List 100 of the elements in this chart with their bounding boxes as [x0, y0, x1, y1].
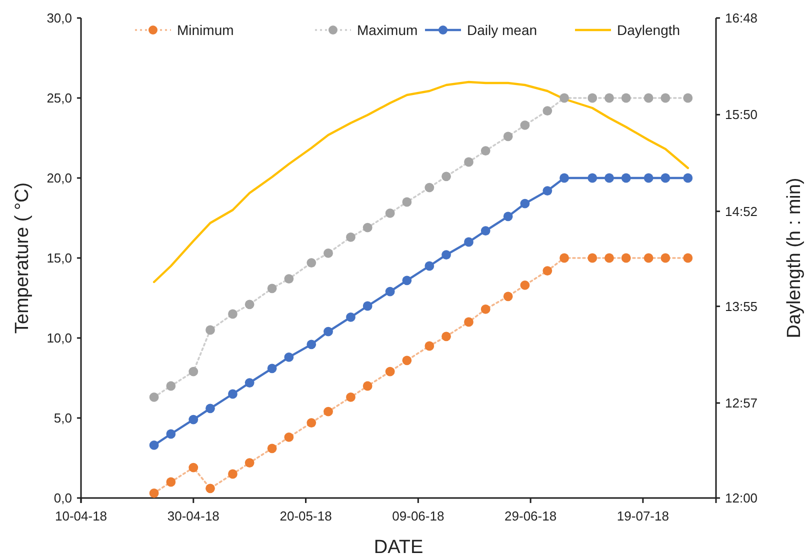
- point: [267, 284, 277, 294]
- x-axis-title: DATE: [374, 537, 424, 556]
- point: [424, 261, 434, 271]
- y-tick-label: 0,0: [54, 490, 72, 506]
- x-tick-label: 30-04-18: [167, 508, 220, 524]
- point: [267, 364, 277, 374]
- point: [480, 226, 490, 236]
- point: [604, 93, 614, 103]
- y2-tick-label: 12:57: [725, 396, 758, 410]
- point: [166, 477, 176, 487]
- point: [683, 93, 693, 103]
- line-series: [152, 80, 690, 284]
- y-tick-label: 5,0: [54, 410, 72, 426]
- point: [206, 484, 215, 494]
- x-tick-label: 19-07-18: [616, 508, 669, 524]
- point: [683, 173, 693, 183]
- point: [188, 462, 198, 472]
- point: [520, 280, 530, 290]
- point: [149, 488, 159, 498]
- point: [442, 172, 451, 182]
- point: [621, 173, 631, 183]
- point: [228, 469, 238, 479]
- point: [206, 325, 215, 335]
- point: [660, 173, 670, 183]
- point: [503, 292, 513, 302]
- point: [621, 93, 631, 103]
- point: [324, 406, 333, 416]
- point: [464, 157, 474, 167]
- point: [346, 392, 356, 402]
- point: [480, 304, 490, 314]
- point: [464, 317, 474, 327]
- point: [244, 458, 254, 468]
- point: [385, 286, 395, 296]
- y2-axis-title: Daylength (h : min): [784, 178, 805, 338]
- y2-tick-label: 14:52: [725, 204, 758, 219]
- point: [284, 432, 294, 442]
- point: [542, 186, 552, 196]
- y-tick-label: 25,0: [46, 90, 72, 106]
- point: [267, 444, 277, 454]
- point: [284, 352, 294, 362]
- point: [621, 253, 631, 263]
- point: [362, 222, 372, 232]
- point: [385, 208, 395, 218]
- point: [520, 120, 530, 130]
- point: [188, 414, 198, 424]
- point: [166, 429, 176, 439]
- point: [244, 378, 254, 388]
- point: [560, 253, 569, 263]
- point: [188, 366, 198, 376]
- point: [346, 232, 356, 242]
- point: [362, 301, 372, 311]
- point: [464, 237, 474, 247]
- point: [660, 253, 670, 263]
- point: [503, 132, 513, 142]
- point: [402, 276, 412, 286]
- point: [644, 173, 654, 183]
- y-axis-title: Temperature ( °C): [12, 182, 33, 334]
- point: [306, 340, 316, 350]
- point: [683, 253, 693, 263]
- point: [346, 312, 356, 322]
- y2-tick-label: 16:48: [725, 10, 758, 26]
- y-tick-label: 15,0: [46, 250, 72, 266]
- point: [402, 197, 412, 207]
- point: [424, 182, 434, 192]
- y-tick-label: 20,0: [46, 170, 72, 186]
- y-tick-label: 10,0: [46, 330, 72, 346]
- point: [588, 253, 598, 263]
- x-tick-label: 20-05-18: [280, 508, 332, 524]
- point: [424, 341, 434, 351]
- legend-label: Maximum: [357, 22, 418, 38]
- point: [244, 300, 254, 310]
- point: [660, 93, 670, 103]
- point: [166, 381, 176, 391]
- legend-label: Minimum: [177, 22, 234, 38]
- point: [284, 274, 294, 284]
- point: [324, 248, 333, 258]
- point: [206, 404, 215, 414]
- point: [442, 332, 451, 342]
- point: [442, 250, 451, 260]
- point: [503, 212, 513, 222]
- point: [604, 253, 614, 263]
- x-tick-label: 09-06-18: [392, 508, 444, 524]
- point: [644, 253, 654, 263]
- x-tick-label: 10-04-18: [54, 508, 108, 524]
- point: [324, 326, 333, 336]
- point: [588, 173, 598, 183]
- legend-label: Daily mean: [467, 22, 538, 38]
- point: [306, 418, 316, 428]
- y-tick-label: 30,0: [46, 10, 72, 26]
- point: [228, 389, 238, 399]
- point: [604, 173, 614, 183]
- point: [306, 258, 316, 268]
- y2-tick-label: 12:00: [725, 490, 758, 506]
- point: [228, 309, 238, 319]
- point: [149, 440, 159, 450]
- point: [149, 392, 159, 402]
- y2-tick-label: 15:50: [725, 107, 758, 122]
- point: [520, 198, 530, 208]
- point: [385, 366, 395, 376]
- x-tick-label: 29-06-18: [504, 508, 557, 524]
